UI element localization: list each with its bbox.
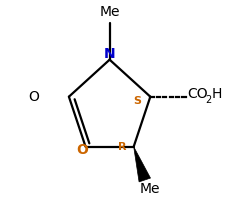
- Text: N: N: [104, 47, 115, 61]
- Text: H: H: [211, 87, 222, 101]
- Text: CO: CO: [187, 87, 208, 101]
- Text: 2: 2: [205, 95, 211, 105]
- Text: R: R: [118, 142, 127, 152]
- Text: Me: Me: [140, 182, 161, 196]
- Text: O: O: [28, 90, 39, 104]
- Text: S: S: [133, 96, 141, 106]
- Polygon shape: [134, 147, 150, 182]
- Text: Me: Me: [99, 6, 120, 20]
- Text: O: O: [76, 143, 88, 157]
